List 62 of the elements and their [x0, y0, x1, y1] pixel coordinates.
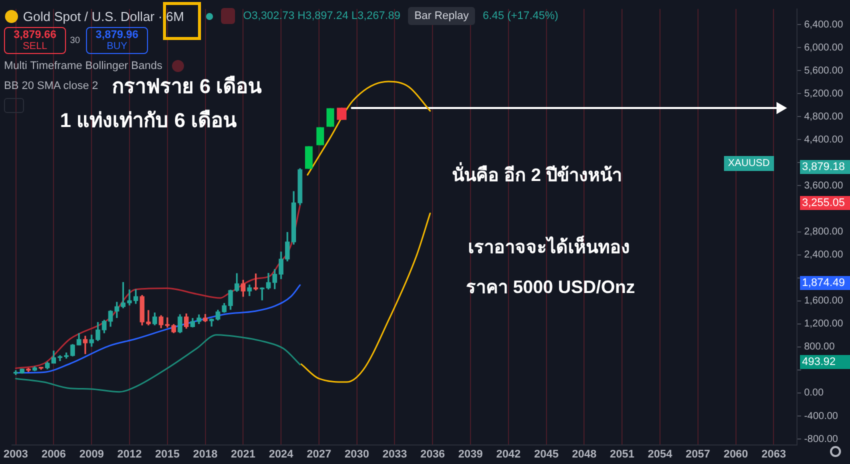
text: 1,874.49: [800, 276, 850, 290]
annotation: Bar Replay: [408, 7, 475, 25]
annotation: 1 แท่งเท่ากับ 6 เดือน: [60, 108, 237, 134]
x-tick-label: 2006: [41, 448, 66, 460]
x-tick-label: 2009: [79, 448, 104, 460]
x-tick-label: 2042: [496, 448, 521, 460]
annotation: BB 20 SMA close 2: [4, 80, 98, 92]
y-tick-label: 5,600.00: [804, 65, 844, 76]
y-tick-label: 6,000.00: [804, 42, 844, 54]
x-tick-label: 2021: [230, 448, 256, 460]
x-tick-label: 2051: [610, 448, 634, 460]
x-tick-label: 2012: [117, 448, 142, 460]
x-tick-label: 2057: [686, 448, 710, 460]
x-tick-label: 2024: [268, 448, 294, 460]
y-tick-label: 4,800.00: [804, 111, 844, 122]
x-tick-label: 2045: [534, 448, 559, 460]
y-tick-label: -400.00: [804, 410, 838, 422]
annotation: 6.45 (+17.45%): [482, 10, 558, 22]
line-series: [15, 204, 301, 369]
y-tick-label: 6,400.00: [804, 19, 844, 30]
annotation: ราคา 5000 USD/Onz: [466, 276, 636, 299]
x-tick-label: 2003: [4, 448, 28, 460]
y-tick-label: 4,400.00: [804, 134, 844, 146]
annotation: กราฟราย 6 เดือน: [112, 76, 262, 98]
annotation: BUY: [106, 41, 128, 52]
y-tick-label: 1,600.00: [804, 296, 844, 307]
y-tick-label: 0.00: [804, 388, 824, 399]
text: 493.92: [800, 355, 850, 369]
y-tick-label: -800.00: [804, 434, 838, 445]
annotation: เราอาจจะได้เห็นทอง: [468, 234, 630, 259]
annotation: 3,879.96: [94, 29, 140, 41]
y-tick-label: 2,400.00: [804, 250, 844, 261]
annotation: XAUUSD: [724, 156, 774, 171]
x-tick-label: 2018: [193, 448, 218, 460]
line-series: [15, 334, 301, 393]
line-series: [306, 80, 431, 176]
y-tick-label: 1,200.00: [804, 318, 844, 330]
x-tick-label: 2063: [761, 448, 786, 460]
x-tick-label: 2033: [382, 448, 407, 460]
line-series: [300, 212, 431, 383]
y-tick-label: 800.00: [804, 342, 836, 353]
y-tick-label: 2,800.00: [804, 226, 844, 238]
x-tick-label: 2036: [420, 448, 445, 460]
annotation: Multi Timeframe Bollinger Bands: [4, 60, 162, 72]
annotation: SELL: [22, 41, 48, 52]
x-tick-label: 2048: [572, 448, 596, 460]
line-series: [15, 284, 301, 374]
annotation: 30: [70, 35, 80, 45]
text: 3,255.05: [800, 196, 850, 210]
x-tick-label: 2054: [648, 448, 674, 460]
chart-subtitle: O3,302.73 H3,897.24 L3,267.89: [243, 10, 400, 22]
annotation: นั่นคือ อีก 2 ปีข้างหน้า: [452, 161, 622, 187]
x-tick-label: 2027: [306, 448, 332, 460]
text: 3,879.18: [800, 160, 850, 174]
x-tick-label: 2015: [155, 448, 180, 460]
annotation: 3,879.66: [12, 29, 58, 41]
x-tick-label: 2030: [344, 448, 370, 460]
chart-title: Gold Spot / U.S. Dollar · 6M: [23, 8, 184, 24]
y-tick-label: 5,200.00: [804, 88, 844, 100]
x-tick-label: 2060: [724, 448, 748, 460]
x-tick-label: 2039: [458, 448, 483, 460]
y-tick-label: 3,600.00: [804, 180, 844, 192]
